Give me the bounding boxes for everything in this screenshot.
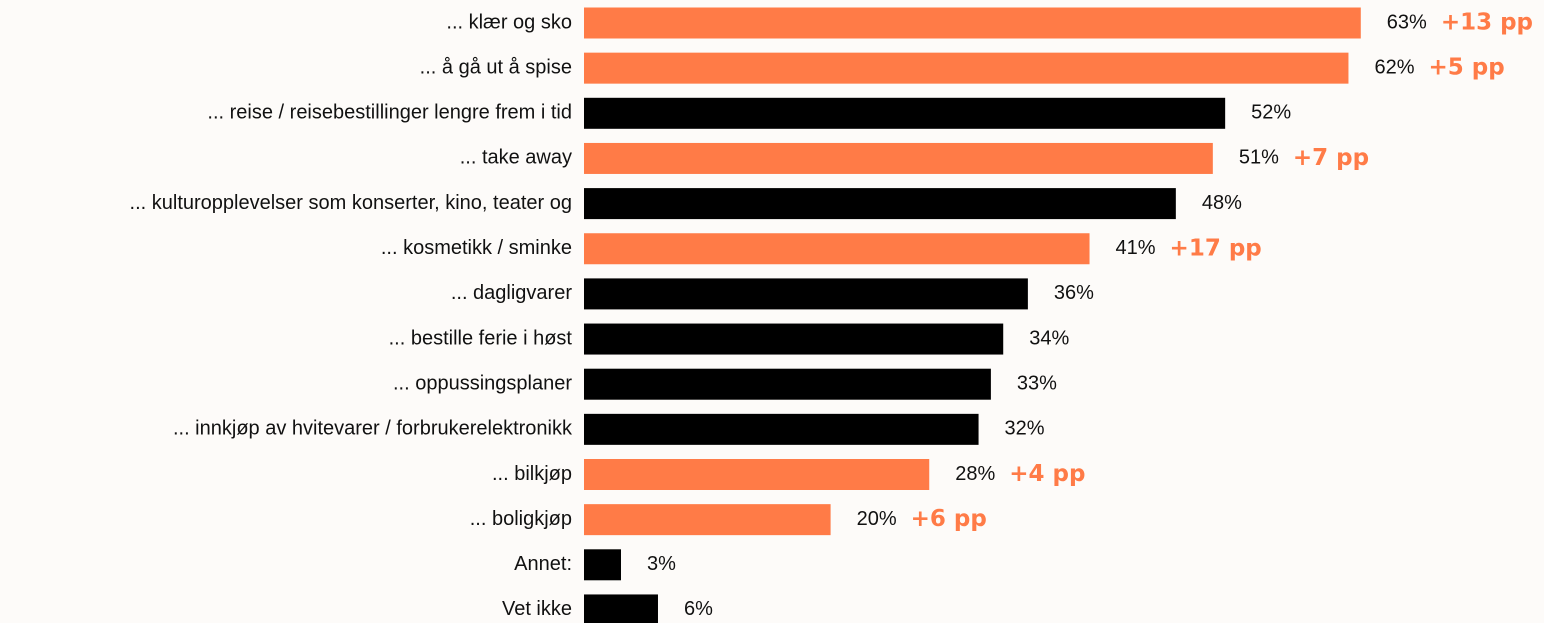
bar <box>584 52 1349 84</box>
change-annotation: +13 pp <box>1441 10 1533 36</box>
bar <box>584 7 1361 39</box>
bar <box>584 97 1226 129</box>
value-label: 52% <box>1251 102 1291 124</box>
category-label: ... å gå ut å spise <box>420 56 572 78</box>
category-label: ... bestille ferie i høst <box>389 327 573 349</box>
bar <box>584 278 1028 310</box>
change-annotation: +5 pp <box>1428 55 1504 81</box>
value-label: 34% <box>1029 327 1069 349</box>
value-label: 63% <box>1387 11 1427 33</box>
value-label: 28% <box>955 463 995 485</box>
change-annotation: +17 pp <box>1170 235 1262 261</box>
change-annotation: +4 pp <box>1009 461 1085 487</box>
category-label: ... oppussingsplaner <box>393 372 572 394</box>
change-annotation: +7 pp <box>1293 145 1369 171</box>
value-label: 51% <box>1239 147 1279 169</box>
category-label: Annet: <box>514 553 572 575</box>
value-label: 33% <box>1017 372 1057 394</box>
bar <box>584 413 979 445</box>
bar <box>584 233 1090 265</box>
category-label: ... kosmetikk / sminke <box>381 237 572 259</box>
value-label: 20% <box>857 508 897 530</box>
category-label: ... reise / reisebestillinger lengre fre… <box>207 102 572 124</box>
value-label: 3% <box>647 553 676 575</box>
category-label: ... dagligvarer <box>451 282 573 304</box>
category-label: ... bilkjøp <box>492 463 572 485</box>
category-label: Vet ikke <box>502 598 572 620</box>
change-annotation: +6 pp <box>911 506 987 532</box>
category-label: ... klær og sko <box>446 11 572 33</box>
value-label: 48% <box>1202 192 1242 214</box>
category-label: ... innkjøp av hvitevarer / forbrukerele… <box>173 418 573 440</box>
bar <box>584 594 658 623</box>
bar <box>584 188 1176 220</box>
bar <box>584 504 831 536</box>
bar <box>584 323 1004 355</box>
bar <box>584 459 930 490</box>
bar <box>584 142 1213 174</box>
value-label: 62% <box>1374 56 1414 78</box>
value-label: 36% <box>1054 282 1094 304</box>
value-label: 41% <box>1116 237 1156 259</box>
category-label: ... boligkjøp <box>470 508 572 530</box>
bar <box>584 549 621 581</box>
value-label: 32% <box>1005 418 1045 440</box>
category-label: ... kulturopplevelser som konserter, kin… <box>130 192 572 214</box>
category-label: ... take away <box>460 147 572 169</box>
bar <box>584 368 991 400</box>
value-label: 6% <box>684 598 713 620</box>
